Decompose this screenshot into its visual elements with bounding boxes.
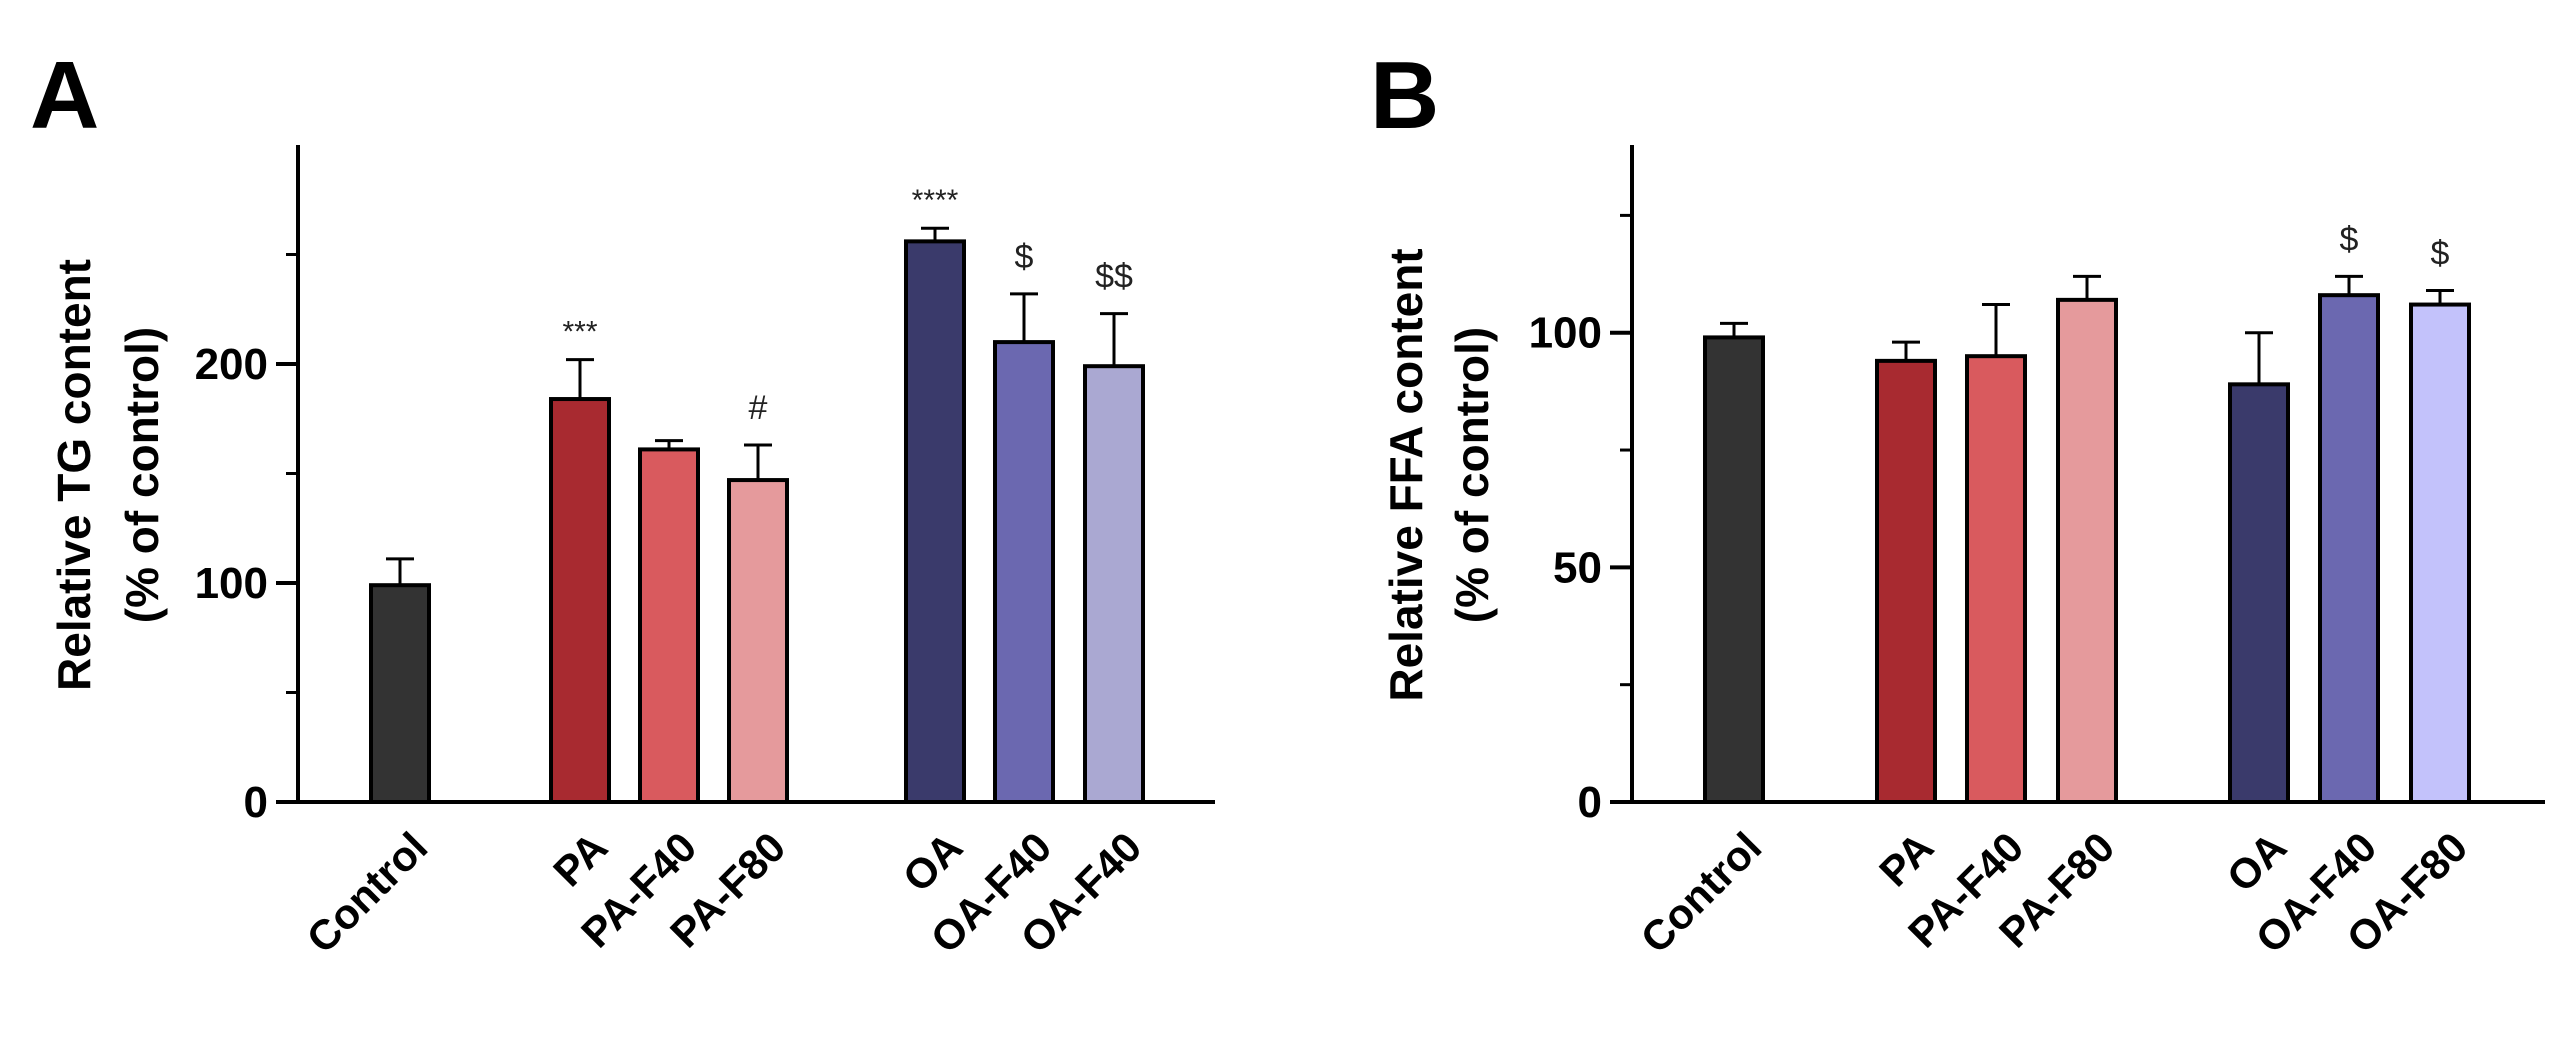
chart2-ytick-label-1: 50 [1553,543,1602,592]
chart2-category-label-4: OA [2218,823,2296,901]
chart2-bar-1 [1875,358,1937,804]
chart1-bar-6 [1083,364,1145,804]
chart1-annotation-4: **** [912,184,959,217]
panel-letter-a: A [30,42,99,149]
chart2-bar-3 [2056,297,2118,804]
chart2-bar-2 [1965,354,2027,804]
chart1-ytick-label-2: 200 [195,340,268,389]
chart2-annotation-5: $ [2340,220,2359,258]
chart1-annotation-6: $$ [1095,258,1133,296]
chart1-bar-2 [638,447,700,804]
chart1-category-label-0: Control [298,823,437,962]
chart2-ylabel-line1: Relative FFA content [1380,248,1432,701]
chart2-bar-6 [2409,302,2471,804]
chart2-annotation-6: $ [2431,234,2450,272]
chart1-ylabel-line1: Relative TG content [48,259,100,691]
chart1-annotation-5: $ [1015,238,1034,276]
chart2-category-label-1: PA [1870,823,1942,895]
chart1-category-label-1: PA [544,823,616,895]
panel-a: A 0 100 200 Relative TG content (% of contro… [30,42,1215,962]
chart1-bar-1 [549,397,611,804]
chart2-category-label-0: Control [1632,823,1771,962]
chart2-ylabel-line2: (% of control) [1446,327,1498,623]
chart1-annotation-3: # [749,389,768,427]
chart2-bar-0 [1703,335,1765,804]
chart1-bar-0 [369,583,431,804]
chart1-ytick-label-1: 100 [195,559,268,608]
chart1-bar-3 [727,478,789,804]
chart1-ylabel-line2: (% of control) [116,327,168,623]
chart2-ytick-label-2: 100 [1529,309,1602,358]
panel-letter-b: B [1370,42,1439,149]
chart1-bar-4 [904,239,966,805]
chart2-ytick-label-0: 0 [1578,778,1602,827]
chart1-annotation-1: *** [562,316,597,349]
panel-b: B 0 50 100 Relative FFA content (% of contro… [1370,42,2545,962]
chart2-bar-5 [2318,293,2380,804]
chart1-ytick-label-0: 0 [244,778,268,827]
chart2-bar-4 [2228,382,2290,804]
chart1-bar-5 [993,340,1055,804]
